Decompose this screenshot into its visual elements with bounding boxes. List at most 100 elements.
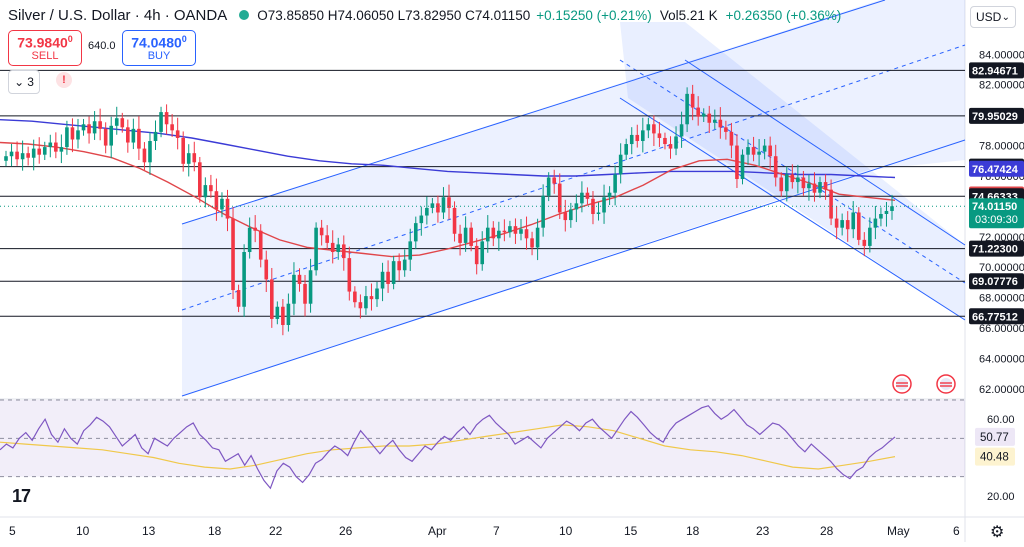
candle-body [757, 151, 761, 155]
market-open-status-icon [239, 10, 250, 20]
price-label-level: 79.95029 [972, 111, 1018, 123]
sell-button[interactable]: 73.98400 SELL [8, 30, 82, 66]
candle-body [474, 245, 479, 265]
candle-body [851, 212, 856, 230]
candle-body [109, 125, 114, 146]
candle-body [369, 296, 374, 300]
chart-header: Silver / U.S. Dollar · 4h · OANDA O73.85… [0, 0, 960, 30]
candle-body [497, 230, 501, 239]
candle-body [679, 124, 684, 137]
candle-body [519, 229, 523, 234]
candle-body [674, 136, 678, 149]
candle-body [602, 197, 606, 213]
candle-body [364, 296, 368, 309]
symbol-title[interactable]: Silver / U.S. Dollar · 4h · OANDA [8, 6, 228, 24]
buy-price-main: 74.0480 [131, 34, 182, 51]
candle-body [142, 148, 147, 163]
candle-body [668, 144, 673, 149]
candle-body [862, 239, 867, 246]
buy-button[interactable]: 74.04800 BUY [122, 30, 196, 66]
candle-body [796, 177, 800, 183]
candle-body [690, 93, 695, 108]
candle-body [436, 203, 440, 213]
candle-body [447, 197, 451, 208]
candle-body [541, 195, 545, 228]
candle-body [652, 124, 656, 134]
candle-body [303, 283, 307, 304]
candle-body [452, 207, 457, 234]
tradingview-logo[interactable]: 17 [12, 486, 31, 506]
ema-blue-line [0, 119, 896, 179]
candle-body [153, 131, 158, 142]
time-axis-tick: 26 [339, 524, 353, 538]
candle-body [319, 227, 324, 236]
candle-body [76, 130, 80, 140]
candle-body [807, 183, 811, 189]
candle-body [220, 198, 224, 210]
indicators-collapse-button[interactable]: ⌄ 3 [8, 70, 40, 94]
candle-body [729, 131, 734, 146]
price-label-ema_blue: 76.47424 [972, 164, 1019, 176]
ohlc-values: O73.85850 H74.06050 L73.82950 C74.01150 [257, 7, 531, 23]
price-label-level: 69.07776 [972, 276, 1018, 288]
volume-change: +0.26350 (+0.36%) [725, 7, 842, 23]
candle-body [513, 226, 518, 234]
candle-body [270, 279, 274, 319]
candle-body [126, 127, 130, 143]
candle-body [607, 192, 612, 198]
candle-body [103, 128, 108, 146]
candle-body [402, 259, 407, 271]
currency-label: USD [976, 10, 1002, 24]
candle-body [535, 227, 540, 248]
chevron-down-icon: ⌄ [14, 75, 25, 89]
volume-label-text: Vol [659, 7, 679, 23]
candle-body [214, 191, 219, 210]
candle-body [397, 261, 401, 271]
time-axis-tick: 10 [76, 524, 90, 538]
candle-body [114, 118, 119, 126]
candle-body [707, 113, 712, 123]
candle-body [203, 185, 208, 198]
falling-channel-top [684, 59, 966, 246]
chevron-down-icon: ⌄ [1001, 11, 1010, 23]
time-axis-tick: 23 [756, 524, 770, 538]
candle-body [740, 154, 745, 180]
candle-body [569, 209, 573, 221]
spread-value: 640.0 [88, 40, 116, 52]
candle-body [856, 212, 861, 240]
candle-body [618, 154, 623, 175]
candle-body [735, 145, 739, 180]
gear-icon[interactable]: ⚙ [990, 524, 1005, 541]
candle-body [358, 302, 363, 309]
candle-body [65, 127, 69, 148]
candle-body [552, 177, 557, 184]
alert-icon[interactable]: ! [56, 72, 72, 88]
candle-body [48, 142, 53, 148]
candle-body [286, 303, 291, 326]
candle-body [845, 220, 850, 230]
price-axis-tick: 64.00000 [979, 353, 1024, 365]
rsi-value-box-rsi_ma [975, 447, 1015, 466]
candle-body [192, 153, 197, 163]
currency-selector[interactable]: USD ⌄ [970, 6, 1016, 28]
candle-body [31, 148, 36, 158]
price-change: +0.15250 (+0.21%) [536, 7, 652, 23]
rsi-value-box-rsi [975, 427, 1015, 446]
candle-body [458, 233, 462, 243]
candle-body [812, 183, 817, 193]
price-label-box-ema_blue [969, 160, 1024, 177]
candle-body [330, 242, 335, 253]
price-axis-tick: 62.00000 [979, 384, 1024, 396]
rising-channel-top [181, 0, 886, 225]
candle-body [137, 128, 141, 149]
countdown-label: 03:09:30 [975, 214, 1018, 226]
time-axis-tick: May [887, 524, 910, 538]
candle-body [15, 151, 19, 160]
candle-body [629, 134, 634, 145]
candle-body [469, 227, 473, 246]
candle-body [884, 210, 889, 214]
price-axis-tick: 68.00000 [979, 293, 1024, 305]
candle-body [646, 124, 651, 131]
